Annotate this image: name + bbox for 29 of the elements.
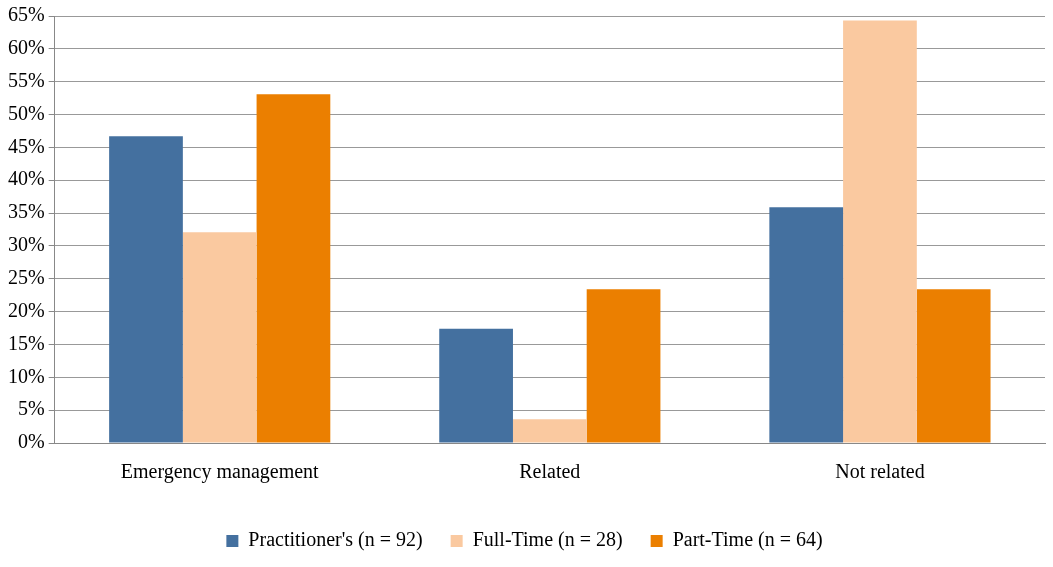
y-tick-label: 65% [7, 3, 45, 26]
legend-label: Part-Time (n = 64) [672, 528, 823, 552]
legend-label: Full-Time (n = 28) [472, 528, 623, 552]
bar [182, 232, 257, 443]
bar [439, 328, 513, 443]
bar [256, 94, 331, 443]
y-tick-label: 20% [7, 298, 45, 321]
bar [109, 136, 183, 443]
y-tick-label: 45% [7, 134, 45, 157]
y-tick-label: 0% [17, 430, 45, 453]
x-tick-label: Emergency management [120, 460, 320, 484]
legend-label: Practitioner's (n = 92) [248, 528, 423, 552]
y-tick-label: 25% [7, 266, 45, 289]
y-tick-label: 40% [7, 167, 45, 190]
x-tick-label: Not related [835, 460, 925, 483]
y-tick-label: 55% [7, 68, 45, 91]
bar [843, 20, 917, 443]
y-tick-label: 35% [7, 200, 45, 223]
x-tick-label: Related [519, 460, 581, 483]
y-tick-label: 15% [7, 331, 45, 354]
bar [769, 207, 844, 443]
y-tick-label: 60% [7, 36, 45, 59]
y-tick-label: 10% [7, 364, 45, 387]
y-tick-label: 30% [7, 233, 45, 256]
bar [512, 419, 587, 443]
bar [586, 289, 661, 443]
bar [916, 289, 991, 443]
y-tick-label: 50% [7, 101, 45, 124]
y-tick-label: 5% [17, 397, 45, 420]
